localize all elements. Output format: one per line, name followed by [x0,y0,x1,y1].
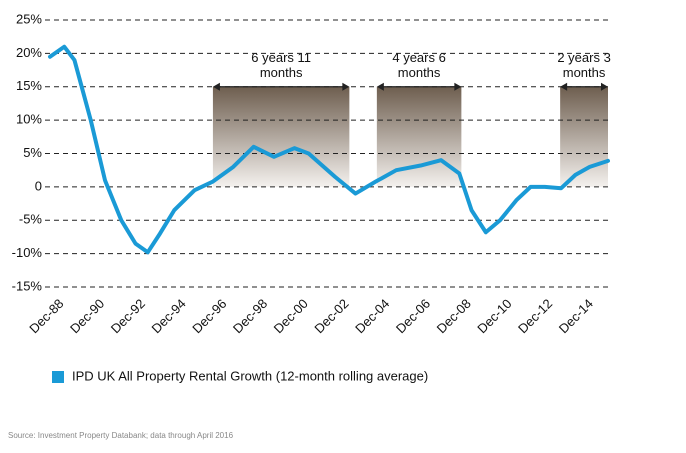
y-tick-label: -15% [12,278,43,293]
x-tick-label: Dec-92 [108,296,148,336]
y-tick-label: -10% [12,245,43,260]
x-tick-label: Dec-02 [311,296,351,336]
x-tick-label: Dec-98 [230,296,270,336]
period-label: 2 years 3 [557,50,610,65]
x-tick-label: Dec-00 [271,296,311,336]
y-tick-label: 5% [23,145,42,160]
x-tick-label: Dec-14 [556,296,596,336]
y-tick-label: 0 [35,178,42,193]
legend-swatch [52,371,64,383]
x-tick-label: Dec-08 [434,296,474,336]
period-label: months [563,65,606,80]
y-tick-label: -5% [19,212,43,227]
period-label: 6 years 11 [251,50,311,65]
legend-label: IPD UK All Property Rental Growth (12-mo… [72,368,428,383]
y-tick-label: 20% [16,45,42,60]
data-line [48,44,610,255]
period-label: months [260,65,303,80]
x-tick-label: Dec-94 [148,296,188,336]
x-tick-label: Dec-12 [515,296,555,336]
x-tick-label: Dec-96 [189,296,229,336]
x-tick-label: Dec-04 [352,296,392,336]
period-shade [376,86,462,187]
y-tick-label: 10% [16,112,42,127]
y-tick-label: 25% [16,11,42,26]
x-tick-label: Dec-88 [26,296,66,336]
source-note: Source: Investment Property Databank; da… [8,431,234,440]
y-tick-label: 15% [16,78,42,93]
x-tick-label: Dec-90 [67,296,107,336]
x-tick-label: Dec-10 [474,296,514,336]
period-label: 4 years 6 [392,50,445,65]
x-tick-label: Dec-06 [393,296,433,336]
period-label: months [398,65,441,80]
